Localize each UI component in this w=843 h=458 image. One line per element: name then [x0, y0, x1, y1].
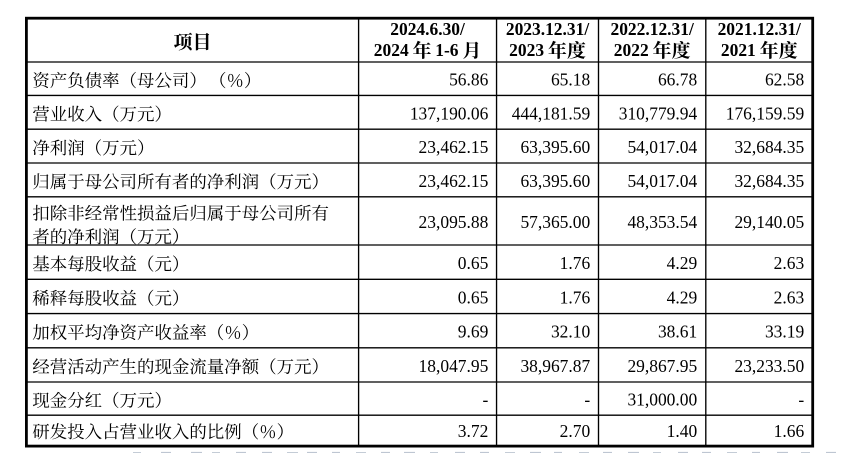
svg-text:29,867.95: 29,867.95: [627, 356, 697, 376]
svg-text:57,365.00: 57,365.00: [520, 212, 590, 232]
svg-text:1.76: 1.76: [560, 253, 591, 273]
svg-text:2024: 2024: [374, 40, 409, 60]
svg-text:-: -: [798, 390, 804, 410]
svg-text:2021: 2021: [721, 40, 756, 60]
svg-text:1.40: 1.40: [667, 421, 698, 441]
svg-text:33.19: 33.19: [765, 322, 804, 342]
svg-text:29,140.05: 29,140.05: [734, 212, 804, 232]
svg-text:1-6: 1-6: [435, 40, 459, 60]
svg-text:2.63: 2.63: [774, 253, 805, 273]
svg-text:1.76: 1.76: [560, 287, 591, 307]
svg-text:2021.12.31/: 2021.12.31/: [718, 19, 802, 39]
svg-text:62.58: 62.58: [765, 70, 805, 90]
svg-text:54,017.04: 54,017.04: [627, 137, 697, 157]
svg-text:38.61: 38.61: [658, 322, 697, 342]
svg-text:32,684.35: 32,684.35: [734, 171, 804, 191]
svg-text:2022: 2022: [614, 40, 649, 60]
svg-text:54,017.04: 54,017.04: [627, 171, 697, 191]
svg-text:2022.12.31/: 2022.12.31/: [610, 19, 694, 39]
svg-text:0.65: 0.65: [458, 287, 489, 307]
svg-text:176,159.59: 176,159.59: [726, 103, 804, 123]
svg-text:38,967.87: 38,967.87: [520, 356, 590, 376]
svg-text:31,000.00: 31,000.00: [627, 390, 697, 410]
svg-text:63,395.60: 63,395.60: [520, 137, 590, 157]
svg-text:-: -: [482, 390, 488, 410]
svg-text:4.29: 4.29: [667, 253, 698, 273]
svg-text:56.86: 56.86: [449, 70, 489, 90]
svg-text:23,462.15: 23,462.15: [419, 137, 489, 157]
svg-text:137,190.06: 137,190.06: [410, 103, 489, 123]
svg-text:32.10: 32.10: [551, 322, 591, 342]
svg-text:310,779.94: 310,779.94: [619, 103, 698, 123]
svg-text:4.29: 4.29: [667, 287, 698, 307]
svg-text:48,353.54: 48,353.54: [627, 212, 697, 232]
svg-text:23,233.50: 23,233.50: [734, 356, 804, 376]
svg-text:-: -: [584, 390, 590, 410]
svg-text:65.18: 65.18: [551, 70, 591, 90]
svg-text:2023: 2023: [509, 40, 544, 60]
svg-text:2024.6.30/: 2024.6.30/: [390, 19, 466, 39]
svg-text:2023.12.31/: 2023.12.31/: [506, 19, 590, 39]
svg-text:0.65: 0.65: [458, 253, 489, 273]
svg-text:66.78: 66.78: [658, 70, 698, 90]
svg-text:9.69: 9.69: [458, 322, 489, 342]
svg-text:18,047.95: 18,047.95: [419, 356, 489, 376]
svg-text:2.70: 2.70: [560, 421, 591, 441]
svg-text:63,395.60: 63,395.60: [520, 171, 590, 191]
svg-text:23,095.88: 23,095.88: [419, 212, 489, 232]
svg-text:444,181.59: 444,181.59: [512, 103, 590, 123]
svg-text:3.72: 3.72: [458, 421, 489, 441]
svg-text:2.63: 2.63: [774, 287, 805, 307]
svg-text:1.66: 1.66: [774, 421, 805, 441]
svg-text:23,462.15: 23,462.15: [419, 171, 489, 191]
svg-text:32,684.35: 32,684.35: [734, 137, 804, 157]
